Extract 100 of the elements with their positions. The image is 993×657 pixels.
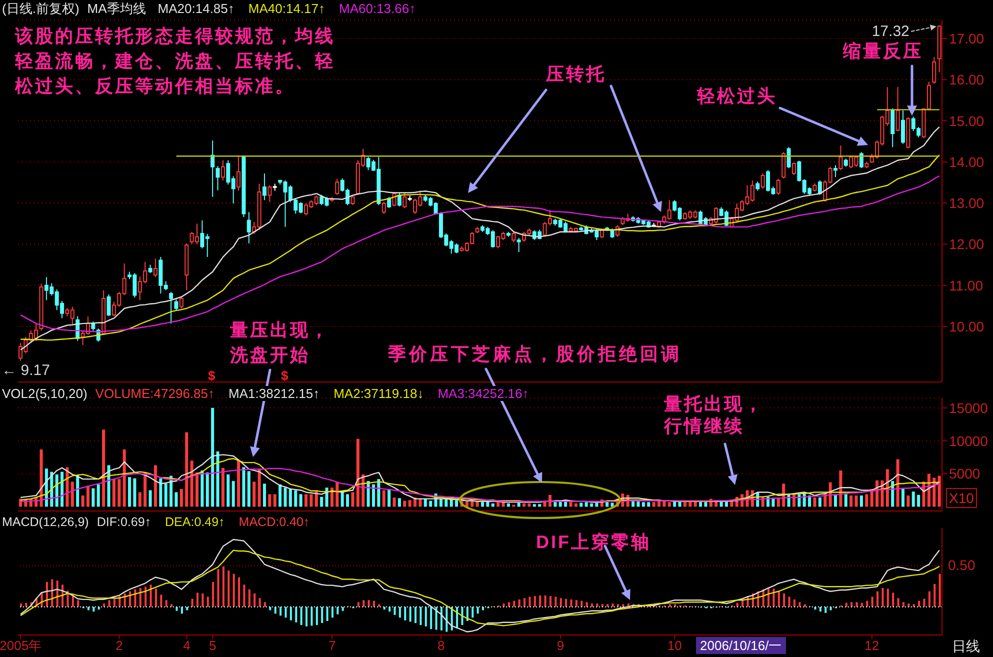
candlestick (153, 258, 158, 278)
y-tick-label: 14.00 (949, 154, 984, 170)
bar (549, 596, 552, 607)
bar (304, 494, 308, 507)
y-tick-label: 5000 (949, 466, 980, 482)
bar (616, 604, 619, 607)
text: MA2:37119.18↓ (334, 386, 424, 401)
x-tick-label: 2005年 (0, 638, 42, 654)
bar (892, 592, 894, 607)
bar (420, 606, 422, 626)
bar (237, 460, 240, 507)
annotation: 该股的压转托形态走得较规范，均线轻盈流畅，建仓、洗盘、压转托、轻松过头、反压等动作相当标准。 (15, 25, 336, 98)
candlestick (896, 86, 900, 132)
bar (113, 598, 116, 607)
bar (622, 604, 624, 607)
bar (491, 503, 494, 507)
bar (25, 602, 28, 607)
bar (906, 496, 910, 507)
bar (76, 475, 80, 507)
bar (584, 502, 588, 507)
bar (321, 606, 324, 624)
legend-title: MA季均线 (87, 1, 146, 16)
bar (252, 482, 256, 507)
bar (268, 494, 272, 507)
candlestick (792, 162, 796, 176)
candlestick (268, 184, 272, 202)
x-tick-label: 9 (556, 638, 564, 654)
bar (351, 492, 354, 507)
bar (118, 479, 121, 507)
bar (191, 598, 194, 607)
bar (150, 584, 152, 607)
bar (518, 599, 520, 607)
bar (429, 500, 432, 507)
bar (591, 603, 594, 607)
bar (320, 496, 324, 507)
bar (160, 594, 162, 607)
bar (70, 482, 74, 507)
bar (850, 496, 853, 507)
bar (506, 503, 510, 507)
bar (92, 606, 95, 612)
bar (528, 596, 531, 607)
text: 日线 (952, 638, 980, 655)
candlestick (786, 146, 791, 169)
bar (368, 600, 370, 607)
bar (295, 606, 298, 622)
bar (254, 593, 256, 607)
bar (860, 602, 863, 607)
bar (154, 465, 157, 507)
bar (274, 606, 276, 614)
bar (554, 502, 557, 507)
bar (273, 494, 276, 507)
bar (174, 492, 178, 507)
bar (164, 484, 168, 507)
bar (414, 606, 417, 624)
bar (72, 595, 74, 607)
candlestick (350, 195, 355, 206)
candlestick (236, 154, 241, 192)
x-tick-label: 7 (328, 638, 336, 654)
annotation: 量托出现，行情继续 (664, 393, 765, 437)
bar (481, 502, 484, 507)
bar (662, 501, 666, 507)
bar (917, 494, 920, 507)
x-tick-label: 10 (667, 638, 682, 654)
x-tick-label: 4 (183, 638, 190, 654)
bar (190, 460, 194, 507)
candlestick (174, 298, 178, 311)
bar (248, 589, 250, 607)
annotation: 季价压下芝麻点，股价拒绝回调 (388, 343, 682, 365)
bar (788, 596, 790, 607)
bar (51, 579, 54, 607)
bar (221, 468, 224, 507)
bar (300, 606, 302, 626)
bar (133, 478, 136, 507)
candlestick (776, 178, 780, 196)
y-tick-label: 15.00 (949, 112, 984, 129)
bar (866, 600, 868, 607)
bar (575, 600, 578, 607)
bar (232, 574, 235, 607)
bar (642, 502, 645, 507)
bar (372, 484, 375, 507)
bar (538, 504, 542, 507)
candlestick (91, 321, 96, 332)
bar (778, 591, 780, 607)
bar (102, 430, 106, 507)
text: MA40:14.17↑ (248, 1, 325, 16)
bar (668, 502, 671, 507)
bar (180, 488, 183, 507)
bar (772, 588, 775, 607)
bar (834, 494, 837, 507)
bar (704, 502, 708, 507)
bar (342, 606, 344, 611)
bar (138, 492, 142, 507)
candlestick (890, 108, 895, 148)
bar (539, 595, 542, 607)
bar (554, 596, 557, 607)
candlestick (210, 140, 215, 198)
bar (77, 600, 80, 607)
bar (601, 604, 604, 607)
bar (408, 500, 412, 507)
bar (569, 502, 572, 507)
